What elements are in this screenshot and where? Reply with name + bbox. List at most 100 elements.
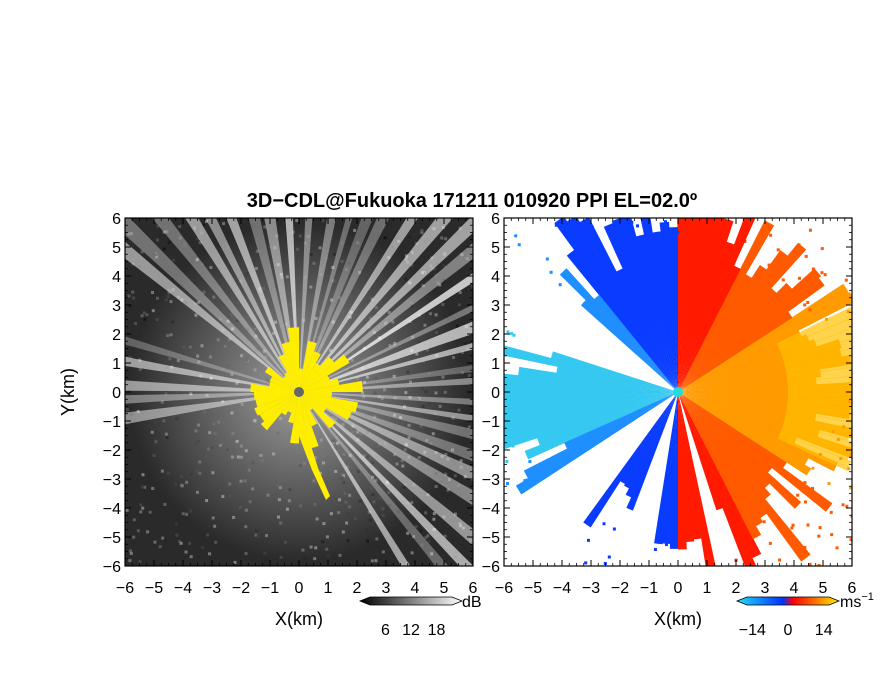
right-x-tick-label: −5 xyxy=(524,580,542,597)
right-velocity-sector xyxy=(662,392,678,544)
left-noise-speck xyxy=(465,257,469,261)
left-noise-speck xyxy=(453,474,457,478)
left-y-tick-label: −1 xyxy=(103,414,121,431)
left-y-tick-label: 1 xyxy=(112,356,121,373)
right-velocity-speck xyxy=(853,314,856,317)
right-velocity-speck xyxy=(653,547,657,551)
right-axis-ticks xyxy=(503,217,853,567)
right-velocity-sector xyxy=(677,218,688,392)
right-velocity-speck xyxy=(768,541,772,545)
right-velocity-sector xyxy=(518,366,678,392)
right-velocity-speck xyxy=(811,486,815,490)
right-velocity-speck xyxy=(774,196,777,199)
right-velocity-speck xyxy=(811,267,815,271)
left-noise-speck xyxy=(129,563,133,566)
right-velocity-speck xyxy=(626,248,630,252)
right-velocity-sector xyxy=(524,392,678,460)
right-velocity-speck xyxy=(831,430,835,434)
left-x-tick-label: −6 xyxy=(116,580,134,597)
right-velocity-regions xyxy=(476,170,860,615)
right-x-tick-label: −2 xyxy=(611,580,629,597)
right-velocity-sector xyxy=(564,392,678,449)
right-velocity-speck xyxy=(796,493,800,497)
left-highlight-sector xyxy=(269,381,299,392)
left-noise-speck xyxy=(467,425,471,429)
right-velocity-sector-outer xyxy=(779,427,851,461)
right-velocity-speck xyxy=(807,288,811,292)
right-velocity-speck xyxy=(857,288,860,291)
right-velocity-speck xyxy=(476,404,479,407)
right-velocity-sector xyxy=(611,218,678,392)
left-noise-speck xyxy=(457,252,461,256)
right-velocity-sector xyxy=(678,392,773,473)
left-colorbar-bar xyxy=(358,596,464,606)
left-noise-speck xyxy=(406,531,410,535)
right-velocity-speck xyxy=(711,233,715,237)
right-x-tick-label: 6 xyxy=(848,580,857,597)
left-noise-speck xyxy=(128,304,132,308)
right-velocity-speck xyxy=(850,514,852,518)
left-colorbar-label: 18 xyxy=(428,622,446,639)
left-y-tick-label: −2 xyxy=(103,443,121,460)
left-highlight-sector xyxy=(299,392,352,421)
right-velocity-speck xyxy=(529,424,533,428)
right-velocity-speck xyxy=(820,247,824,251)
right-velocity-sector xyxy=(678,287,777,392)
right-velocity-speck xyxy=(622,233,626,237)
right-velocity-sector xyxy=(678,392,787,469)
left-x-tick-label: −1 xyxy=(261,580,279,597)
right-colorbar-label: −14 xyxy=(739,622,766,639)
left-noise-speck xyxy=(140,485,144,489)
left-highlight-sector xyxy=(278,353,299,392)
right-velocity-speck xyxy=(690,170,693,173)
left-noise-speck xyxy=(128,559,132,563)
right-y-tick-label: 5 xyxy=(491,240,500,257)
right-velocity-sector xyxy=(678,392,798,444)
left-noise-speck xyxy=(125,508,129,512)
left-noise-speck xyxy=(420,230,424,234)
left-x-tick-label: −3 xyxy=(203,580,221,597)
right-velocity-sector-outer xyxy=(785,357,852,377)
left-colorbar-labels: 6 12 18 xyxy=(381,622,445,639)
right-y-tick-label: −3 xyxy=(482,472,500,489)
left-highlight-sector xyxy=(253,392,299,400)
left-noise-speck xyxy=(446,488,450,492)
right-velocity-speck xyxy=(612,527,616,531)
right-velocity-sector xyxy=(678,264,767,392)
right-velocity-speck xyxy=(796,286,800,290)
right-velocity-sector xyxy=(583,392,678,528)
left-noise-speck xyxy=(443,534,447,538)
left-x-tick-labels: −6 −5 −4 −3 −2 −1 0 1 2 3 4 5 6 xyxy=(116,580,478,597)
left-noise-speck xyxy=(161,536,165,540)
right-velocity-sector xyxy=(678,218,697,392)
right-velocity-speck xyxy=(808,228,812,232)
left-noise-speck xyxy=(142,311,146,315)
right-velocity-sector xyxy=(678,392,802,509)
left-noise-speck xyxy=(454,461,458,465)
left-noise-speck xyxy=(198,241,202,245)
right-velocity-speck xyxy=(574,608,577,611)
right-velocity-speck xyxy=(845,504,849,508)
left-noise-speck xyxy=(174,522,178,526)
right-velocity-speck xyxy=(846,310,850,314)
left-noise-speck xyxy=(151,290,155,294)
left-noise-speck xyxy=(134,321,138,325)
right-velocity-speck xyxy=(770,612,773,615)
right-velocity-speck xyxy=(787,196,790,199)
right-x-tick-label: −4 xyxy=(553,580,571,597)
right-velocity-sector xyxy=(678,334,810,392)
right-velocity-speck xyxy=(806,523,810,527)
left-noise-speck xyxy=(175,533,179,537)
right-velocity-speck xyxy=(607,555,611,559)
left-highlight-sector xyxy=(299,392,359,413)
right-velocity-speck xyxy=(586,538,590,542)
left-y-axis-label: Y(km) xyxy=(58,368,78,416)
left-noise-speck xyxy=(128,549,132,553)
right-colorbar-unit-base: ms xyxy=(840,594,861,611)
right-velocity-speck xyxy=(680,233,684,237)
left-noise-speck xyxy=(125,407,129,411)
left-noise-speck xyxy=(129,232,133,236)
right-velocity-speck xyxy=(830,533,834,537)
left-noise-speck xyxy=(201,546,205,550)
right-velocity-speck xyxy=(602,522,606,526)
